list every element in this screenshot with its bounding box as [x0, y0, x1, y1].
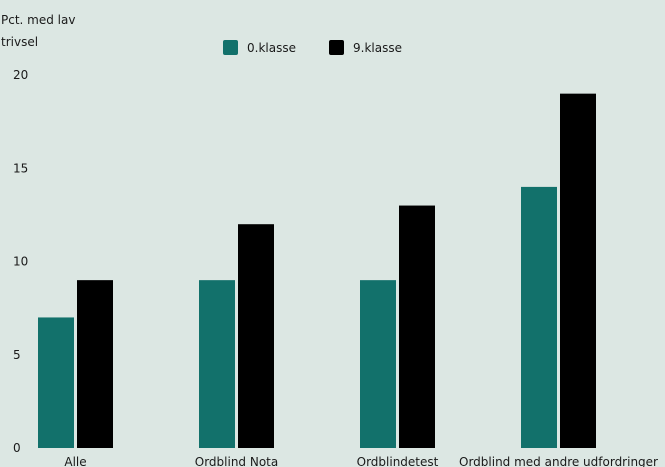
legend-swatch-0-klasse — [223, 40, 238, 55]
legend-swatch-9-klasse — [329, 40, 344, 55]
x-tick-label-1: Ordblind Nota — [195, 455, 278, 467]
bar-0-klasse-2 — [360, 280, 396, 448]
y-axis-ticks: 0 5 10 15 20 — [13, 68, 28, 455]
bar-0-klasse-3 — [521, 186, 557, 448]
y-tick-label-20: 20 — [13, 68, 28, 82]
x-tick-label-0: Alle — [64, 455, 86, 467]
y-axis-title-line-2: trivsel — [1, 35, 38, 49]
y-tick-label-15: 15 — [13, 161, 28, 175]
y-tick-label-0: 0 — [13, 441, 21, 455]
bar-0-klasse-0 — [38, 317, 74, 448]
y-axis-title-line-1: Pct. med lav — [1, 13, 75, 27]
bars — [38, 93, 596, 449]
legend-label-9-klasse: 9.klasse — [353, 41, 402, 55]
bar-9-klasse-2 — [399, 205, 435, 448]
y-tick-label-5: 5 — [13, 348, 21, 362]
x-tick-label-3: Ordblind med andre udfordringer — [459, 455, 658, 467]
x-tick-label-2: Ordblindetest — [357, 455, 439, 467]
bar-9-klasse-1 — [238, 224, 274, 448]
bar-9-klasse-0 — [77, 280, 113, 448]
x-axis-labels: Alle Ordblind Nota Ordblindetest Ordblind m… — [64, 455, 658, 467]
bar-0-klasse-1 — [199, 280, 235, 448]
y-tick-label-10: 10 — [13, 255, 28, 269]
bar-9-klasse-3 — [560, 93, 596, 449]
legend-label-0-klasse: 0.klasse — [247, 41, 296, 55]
legend: 0.klasse 9.klasse — [223, 40, 402, 55]
